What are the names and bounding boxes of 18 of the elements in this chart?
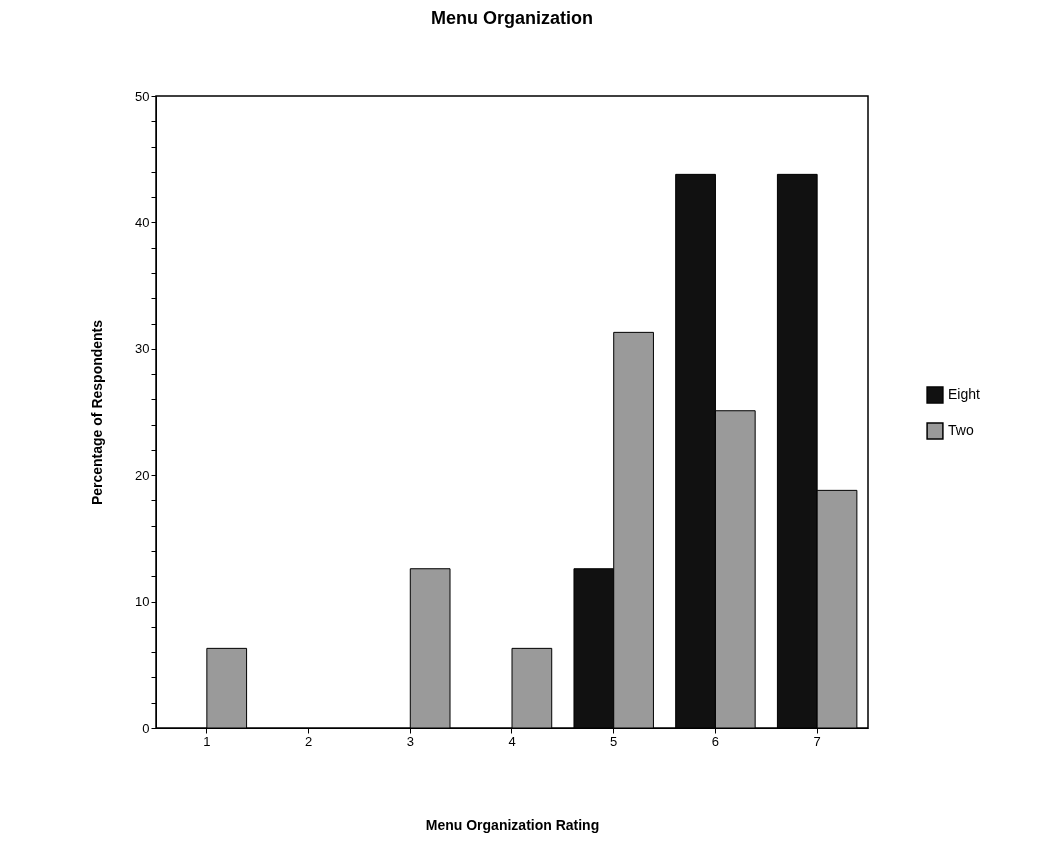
x-tick-label: 1 (203, 733, 211, 749)
y-tick-label: 40 (135, 214, 150, 230)
x-tick-label: 4 (508, 733, 516, 749)
y-tick-label: 10 (135, 594, 150, 610)
x-tick-label: 7 (813, 733, 821, 749)
x-axis-title: Menu Organization Rating (425, 816, 600, 833)
y-tick-label: 50 (135, 88, 150, 104)
x-tick-label: 3 (406, 733, 414, 749)
legend-label: Two (948, 422, 974, 438)
y-tick-label: 30 (135, 341, 150, 357)
x-tick-label: 6 (711, 733, 720, 749)
x-tick-label: 5 (610, 733, 618, 749)
legend-label: Eight (948, 386, 981, 402)
x-tick-label: 2 (304, 733, 313, 749)
y-tick-label: 0 (142, 720, 150, 736)
y-axis-title: Percentage of Respondents (89, 319, 106, 506)
y-tick-label: 20 (135, 467, 150, 483)
chart-title: Menu Organization (431, 8, 593, 28)
